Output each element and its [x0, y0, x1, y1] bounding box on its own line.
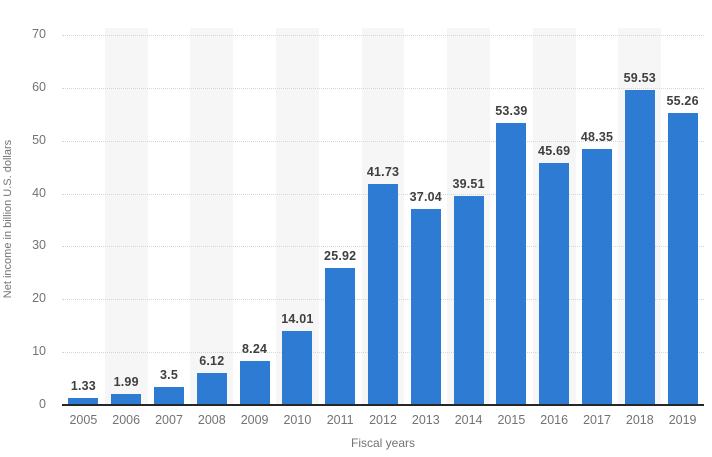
y-tick-label: 10 — [32, 344, 46, 359]
bar-2006[interactable] — [111, 394, 142, 405]
x-tick-label-2012: 2012 — [369, 413, 397, 427]
x-tick-label-2014: 2014 — [454, 413, 483, 427]
x-tick-label-2017: 2017 — [583, 413, 611, 427]
value-label-2011: 25.92 — [324, 248, 357, 263]
x-tick-label-2005: 2005 — [69, 413, 98, 427]
y-gridline — [62, 140, 704, 142]
bar-2018[interactable] — [624, 90, 655, 405]
x-tick-label-2007: 2007 — [155, 413, 183, 427]
x-axis-line — [62, 404, 704, 406]
bar-2008[interactable] — [196, 372, 227, 405]
y-tick-label: 50 — [32, 132, 46, 147]
x-tick-label-2011: 2011 — [326, 413, 354, 427]
value-label-2008: 6.12 — [199, 353, 225, 368]
bar-2009[interactable] — [239, 361, 270, 405]
x-tick-label-2009: 2009 — [240, 413, 269, 427]
value-label-2010: 14.01 — [281, 311, 314, 326]
x-tick-label-2010: 2010 — [283, 413, 312, 427]
x-tick-label-2008: 2008 — [197, 413, 226, 427]
bar-2012[interactable] — [368, 184, 398, 405]
bar-2019[interactable] — [667, 112, 698, 405]
value-label-2005: 1.33 — [70, 378, 96, 393]
bar-2015[interactable] — [496, 122, 527, 405]
x-axis-title: Fiscal years — [350, 436, 415, 450]
y-axis-title: Net income in billion U.S. dollars — [2, 139, 14, 299]
value-label-2013: 37.04 — [409, 190, 442, 205]
value-label-2017: 48.35 — [580, 130, 614, 145]
y-gridline — [62, 87, 704, 89]
value-label-2006: 1.99 — [113, 375, 139, 390]
x-tick-label-2018: 2018 — [625, 413, 654, 427]
bar-2011[interactable] — [325, 267, 356, 405]
x-tick-label-2013: 2013 — [411, 413, 440, 427]
value-label-2012: 41.73 — [366, 165, 400, 180]
x-tick-label-2016: 2016 — [540, 413, 569, 427]
bar-2007[interactable] — [154, 386, 184, 405]
bar-2010[interactable] — [282, 330, 313, 405]
value-label-2018: 59.53 — [623, 71, 656, 86]
value-label-2016: 45.69 — [538, 144, 571, 159]
y-tick-label: 30 — [32, 238, 46, 253]
y-tick-label: 60 — [32, 79, 46, 94]
y-gridline — [62, 35, 704, 36]
value-label-2019: 55.26 — [666, 93, 699, 108]
bar-2013[interactable] — [410, 209, 441, 405]
plot-band — [104, 28, 148, 405]
y-tick-label: 0 — [39, 397, 46, 411]
y-tick-label: 70 — [32, 27, 46, 41]
value-label-2015: 53.39 — [495, 103, 528, 118]
plot-band — [190, 28, 234, 405]
bar-2016[interactable] — [539, 163, 570, 405]
value-label-2007: 3.5 — [160, 367, 178, 382]
bar-2017[interactable] — [582, 149, 612, 405]
x-tick-label-2006: 2006 — [112, 413, 141, 427]
value-label-2009: 8.24 — [242, 342, 268, 357]
bar-2005[interactable] — [68, 397, 99, 405]
x-tick-label-2019: 2019 — [668, 413, 697, 427]
y-tick-label: 40 — [32, 185, 46, 200]
value-label-2014: 39.51 — [452, 177, 485, 192]
y-tick-label: 20 — [32, 291, 46, 306]
bar-2014[interactable] — [453, 196, 484, 405]
x-tick-label-2015: 2015 — [497, 413, 526, 427]
